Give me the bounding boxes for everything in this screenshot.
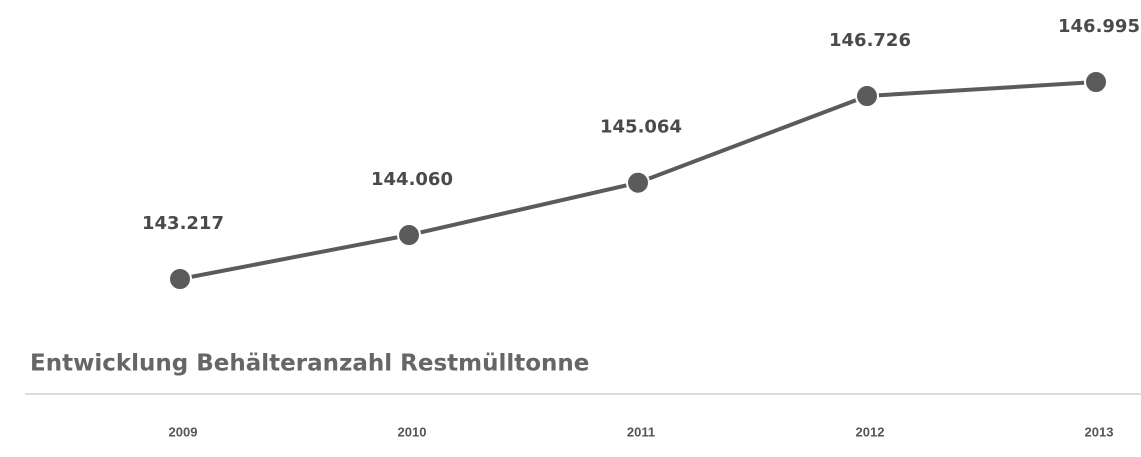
value-label: 143.217 xyxy=(142,213,224,234)
chart-title: Entwicklung Behälteranzahl Restmülltonne xyxy=(30,351,589,377)
point xyxy=(855,84,879,109)
x-tick-label: 2010 xyxy=(398,424,427,439)
x-tick-label: 2009 xyxy=(169,424,198,439)
point xyxy=(168,267,192,291)
value-label: 145.064 xyxy=(600,117,682,138)
point xyxy=(626,170,650,195)
x-tick-label: 2012 xyxy=(856,424,885,439)
value-label: 144.060 xyxy=(371,169,453,190)
point xyxy=(397,223,421,248)
x-tick-label: 2011 xyxy=(627,424,655,439)
x-tick-label: 2013 xyxy=(1085,424,1114,439)
point xyxy=(1084,70,1108,94)
value-label: 146.995 xyxy=(1058,16,1140,37)
value-label: 146.726 xyxy=(829,30,911,51)
